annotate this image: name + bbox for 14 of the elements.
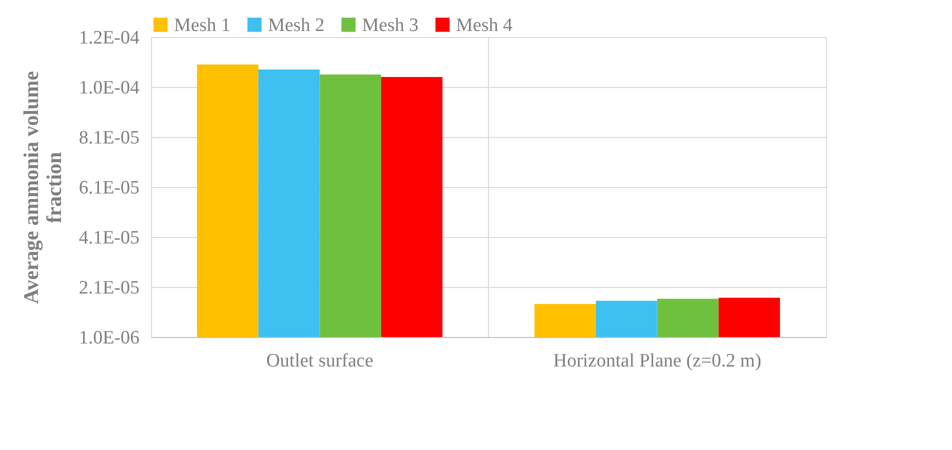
y-axis-title: Average ammonia volume fraction (18, 71, 66, 304)
legend-label: Mesh 1 (174, 14, 230, 36)
legend-label: Mesh 4 (456, 14, 513, 36)
y-tick-label: 8.1E-05 (78, 128, 140, 148)
y-tick-label: 1.2E-04 (78, 28, 140, 48)
x-tick-label: Horizontal Plane (z=0.2 m) (553, 350, 762, 372)
y-tick-label: 2.1E-05 (78, 278, 140, 298)
y-tick-label: 4.1E-05 (78, 228, 140, 248)
y-tick-label: 1.0E-06 (78, 328, 140, 348)
y-tick-label: 6.1E-05 (78, 178, 140, 198)
y-tick-label: 1.0E-04 (78, 78, 140, 98)
legend-label: Mesh 2 (268, 14, 324, 36)
x-tick-label: Outlet surface (266, 350, 374, 372)
legend-label: Mesh 3 (362, 14, 418, 36)
